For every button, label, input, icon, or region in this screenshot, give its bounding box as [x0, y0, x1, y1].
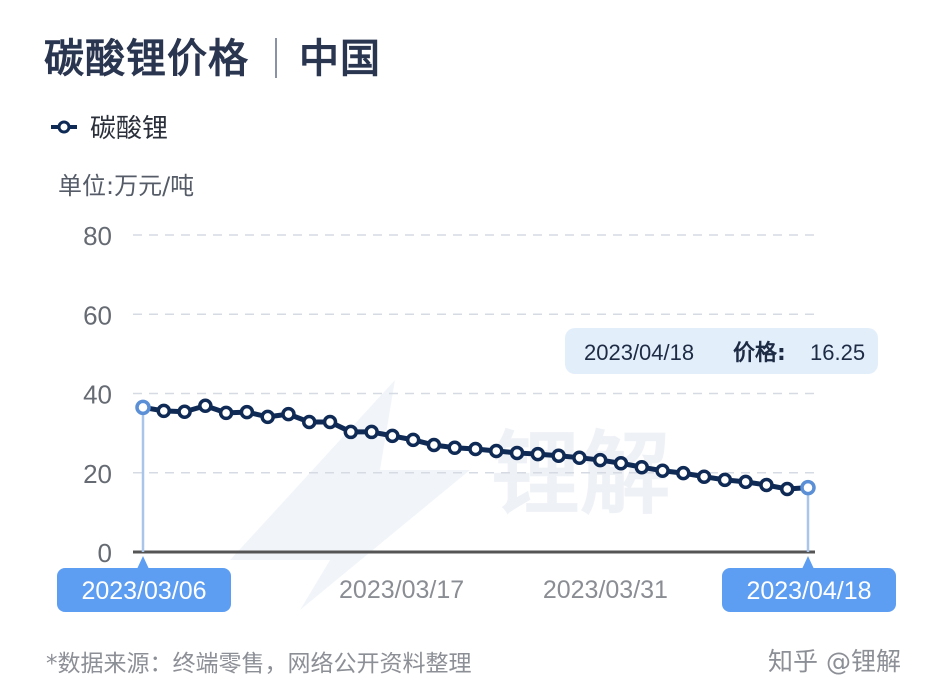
- data-point: [322, 414, 338, 430]
- data-point: [717, 472, 733, 488]
- tooltip-date: 2023/04/18: [584, 340, 694, 365]
- tooltip-label: 价格:: [733, 340, 786, 366]
- data-point: [281, 406, 296, 422]
- line-chart: 锂解 0 20 40 60 80 2023/03/06 2023/03/17 2023/03/3…: [57, 221, 896, 612]
- data-point: [468, 441, 483, 457]
- data-point: [426, 437, 442, 453]
- legend-marker-icon: [51, 120, 77, 133]
- data-point: [592, 452, 608, 468]
- data-point: [509, 445, 525, 461]
- tooltip: 2023/04/18 价格: 16.25: [565, 328, 878, 374]
- x-tick-label: 2023/04/18: [746, 577, 871, 605]
- x-tick-label: 2023/03/06: [81, 577, 206, 605]
- data-point: [572, 450, 587, 465]
- y-tick-label: 60: [83, 300, 112, 330]
- y-tick-label: 20: [83, 459, 112, 489]
- tooltip-value: 16.25: [810, 340, 865, 365]
- x-tick-label: 2023/03/17: [339, 576, 464, 604]
- data-point: [135, 399, 151, 416]
- data-point: [696, 469, 712, 484]
- data-point: [551, 448, 566, 463]
- data-point: [613, 455, 629, 471]
- data-point: [260, 409, 275, 425]
- title-divider: [275, 38, 277, 78]
- data-point: [779, 481, 795, 497]
- data-point: [405, 432, 421, 448]
- legend-label: 碳酸锂: [90, 114, 169, 144]
- data-point: [198, 398, 213, 414]
- data-point: [759, 477, 774, 493]
- unit-label: 单位:万元/吨: [58, 172, 195, 200]
- data-point: [385, 428, 400, 444]
- data-point: [343, 424, 359, 440]
- data-point: [489, 443, 504, 459]
- data-point: [447, 440, 462, 456]
- data-point: [655, 463, 670, 479]
- data-point: [218, 405, 234, 421]
- watermark-text: 锂解: [490, 422, 670, 527]
- y-tick-label: 0: [98, 538, 112, 568]
- data-point: [530, 446, 546, 462]
- title-main: 碳酸锂价格: [44, 36, 249, 82]
- x-tick-highlight-box: [57, 568, 231, 612]
- data-point: [302, 414, 317, 430]
- data-point: [239, 404, 255, 420]
- y-tick-label: 40: [83, 380, 112, 410]
- x-tick-label: 2023/03/31: [543, 576, 668, 604]
- title-region: 中国: [299, 36, 381, 82]
- x-tick-pointer: [802, 556, 814, 569]
- chart-title: 碳酸锂价格 中国: [44, 26, 381, 84]
- brand-watermark: 知乎 @锂解: [768, 647, 901, 676]
- legend[interactable]: 碳酸锂: [50, 108, 168, 145]
- tooltip-box: [565, 328, 878, 374]
- x-tick-highlight-box: [722, 568, 896, 612]
- data-point: [156, 403, 172, 419]
- data-point: [800, 479, 816, 496]
- x-tick-pointer: [137, 556, 149, 569]
- y-tick-label: 80: [83, 221, 112, 251]
- data-point: [177, 404, 192, 419]
- data-point: [364, 424, 379, 440]
- data-point: [634, 459, 649, 475]
- data-point: [676, 465, 691, 481]
- data-point: [738, 474, 753, 490]
- data-source-note: *数据来源：终端零售，网络公开资料整理: [46, 651, 472, 677]
